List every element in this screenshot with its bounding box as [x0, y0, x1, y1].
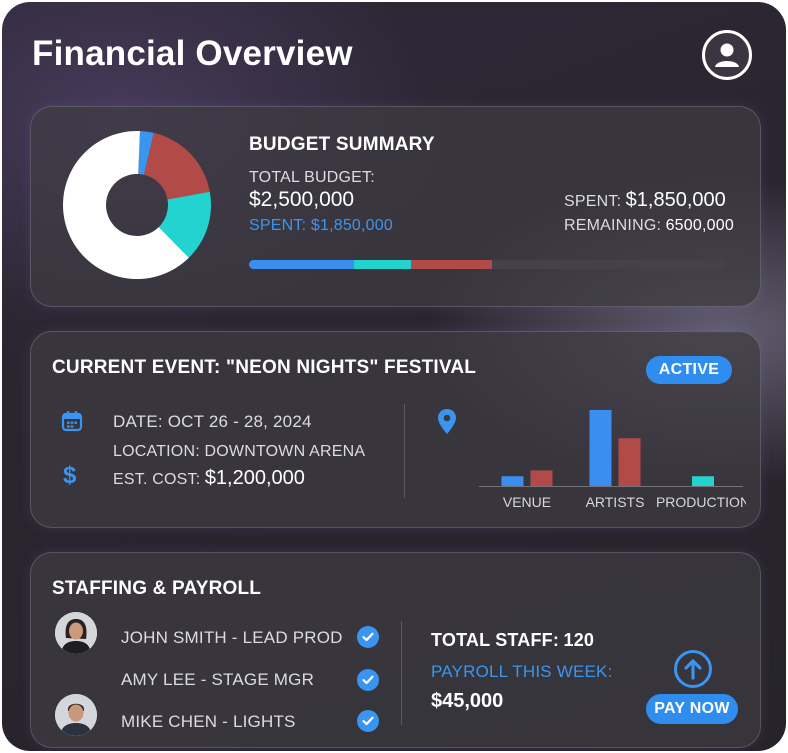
- event-location: LOCATION: DOWNTOWN ARENA: [113, 443, 365, 461]
- progress-segment-blue: [249, 260, 354, 269]
- location-value: DOWNTOWN ARENA: [204, 443, 366, 460]
- bar-venue-1: [530, 470, 553, 486]
- spent-value: $1,850,000: [310, 217, 393, 234]
- status-badge: ACTIVE: [646, 356, 732, 384]
- budget-progress-bar: [249, 260, 726, 269]
- remaining-value: 6500,000: [665, 217, 734, 234]
- check-icon[interactable]: [357, 710, 379, 732]
- page-title: Financial Overview: [32, 34, 353, 73]
- check-icon[interactable]: [357, 669, 379, 691]
- donut-slice-teal: [158, 191, 211, 258]
- total-staff-label: TOTAL STAFF:: [431, 630, 560, 650]
- event-heading: CURRENT EVENT: "NEON NIGHTS" FESTIVAL: [52, 357, 477, 378]
- spent-right-label: SPENT:: [564, 193, 622, 210]
- dollar-icon: $: [63, 462, 77, 489]
- total-staff-value: 120: [563, 630, 595, 650]
- user-icon: [715, 43, 739, 67]
- tick-label-production: PRODUCTION: [656, 494, 746, 510]
- event-divider: [404, 404, 405, 498]
- donut-slice-red: [144, 132, 210, 200]
- location-pin-icon: [438, 409, 456, 434]
- calendar-icon: [61, 411, 83, 432]
- tick-label-venue: VENUE: [503, 494, 551, 510]
- event-cost: EST. COST: $1,200,000: [113, 467, 305, 490]
- total-staff: TOTAL STAFF: 120: [431, 630, 594, 651]
- payroll-label: PAYROLL THIS WEEK:: [431, 662, 613, 681]
- spent-summary: SPENT: $1,850,000: [249, 217, 393, 235]
- donut-slice-white: [62, 131, 189, 279]
- date-label: DATE:: [113, 412, 163, 431]
- location-label: LOCATION:: [113, 443, 200, 460]
- spent-right-value: $1,850,000: [625, 189, 726, 211]
- staff-divider: [401, 621, 402, 725]
- bar-artists-0: [589, 409, 612, 486]
- progress-segment-red: [411, 260, 493, 269]
- remaining-label: REMAINING:: [564, 217, 662, 234]
- current-event-card: CURRENT EVENT: "NEON NIGHTS" FESTIVAL AC…: [30, 331, 761, 528]
- bar-venue-0: [501, 476, 524, 486]
- cost-label: EST. COST:: [113, 471, 201, 488]
- bar-artists-1: [618, 438, 641, 486]
- date-value: OCT 26 - 28, 2024: [167, 412, 312, 431]
- event-cost-bar-chart: VENUE ARTISTS PRODUCTION: [479, 409, 746, 510]
- total-budget-label: TOTAL BUDGET:: [249, 169, 375, 186]
- profile-button[interactable]: [702, 30, 752, 80]
- avatar: [55, 694, 97, 736]
- donut-slice-blue: [138, 131, 154, 175]
- spent-label: SPENT:: [249, 217, 307, 234]
- staff-member-name: AMY LEE - STAGE MGR: [121, 670, 315, 689]
- staff-member-name: MIKE CHEN - LIGHTS: [121, 712, 296, 731]
- event-date: DATE: OCT 26 - 28, 2024: [113, 412, 312, 432]
- staffing-payroll-card: STAFFING & PAYROLL JOHN SMITH - LEAD PRO…: [30, 552, 761, 748]
- staff-heading: STAFFING & PAYROLL: [52, 578, 262, 599]
- total-budget-value: $2,500,000: [249, 188, 355, 211]
- cost-value: $1,200,000: [204, 467, 305, 489]
- spent-right: SPENT: $1,850,000: [564, 189, 726, 212]
- avatar: [55, 612, 97, 654]
- remaining: REMAINING: 6500,000: [564, 217, 734, 235]
- check-icon[interactable]: [357, 626, 379, 648]
- progress-segment-teal: [353, 260, 412, 269]
- tick-label-artists: ARTISTS: [586, 494, 645, 510]
- budget-donut-chart: [62, 131, 211, 279]
- arrow-up-circle-icon[interactable]: [673, 649, 713, 689]
- payroll-value: $45,000: [431, 690, 504, 712]
- bar-production-2: [692, 476, 714, 486]
- budget-heading: BUDGET SUMMARY: [249, 134, 435, 155]
- budget-summary-card: BUDGET SUMMARY TOTAL BUDGET: $2,500,000 …: [30, 106, 761, 307]
- staff-member-name: JOHN SMITH - LEAD PROD: [121, 628, 343, 647]
- pay-now-button[interactable]: PAY NOW: [646, 694, 738, 724]
